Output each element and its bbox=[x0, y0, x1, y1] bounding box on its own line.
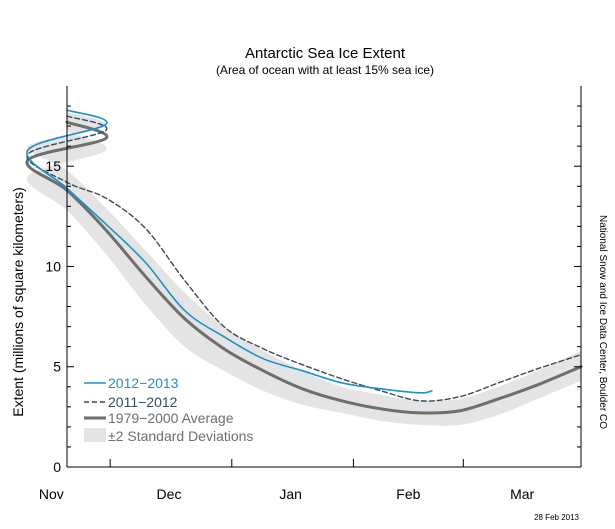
x-tick-label-mar: Mar bbox=[510, 486, 534, 502]
legend: 2012−2013 2011−2012 1979−2000 Average ±2… bbox=[84, 375, 253, 444]
legend-label-average: 1979−2000 Average bbox=[108, 410, 234, 426]
series-line-2012-2013 bbox=[26, 109, 433, 394]
legend-swatch-stddev bbox=[84, 428, 106, 442]
y-tick-label-0: 0 bbox=[53, 459, 61, 475]
x-tick-label-nov: Nov bbox=[39, 486, 64, 502]
y-axis-label: Extent (millions of square kilometers) bbox=[10, 187, 26, 417]
legend-label-2012-2013: 2012−2013 bbox=[108, 375, 179, 391]
x-tick-label-dec: Dec bbox=[157, 486, 182, 502]
credit-text: National Snow and Ice Data Center, Bould… bbox=[597, 215, 608, 429]
chart-subtitle: (Area of ocean with at least 15% sea ice… bbox=[216, 63, 434, 77]
date-stamp: 28 Feb 2013 bbox=[534, 513, 579, 522]
series-line-1979-2000-average bbox=[25, 120, 583, 415]
plot-area: 0 5 10 15 Nov Dec Jan Feb Mar bbox=[25, 86, 583, 502]
y-tick-label-15: 15 bbox=[45, 158, 61, 174]
legend-label-2011-2012: 2011−2012 bbox=[108, 394, 178, 410]
y-tick-label-10: 10 bbox=[45, 258, 61, 274]
y-tick-label-5: 5 bbox=[53, 359, 61, 375]
chart-title: Antarctic Sea Ice Extent bbox=[245, 45, 406, 62]
legend-label-stddev: ±2 Standard Deviations bbox=[108, 428, 253, 444]
x-tick-label-feb: Feb bbox=[396, 486, 420, 502]
x-tick-label-jan: Jan bbox=[279, 486, 302, 502]
